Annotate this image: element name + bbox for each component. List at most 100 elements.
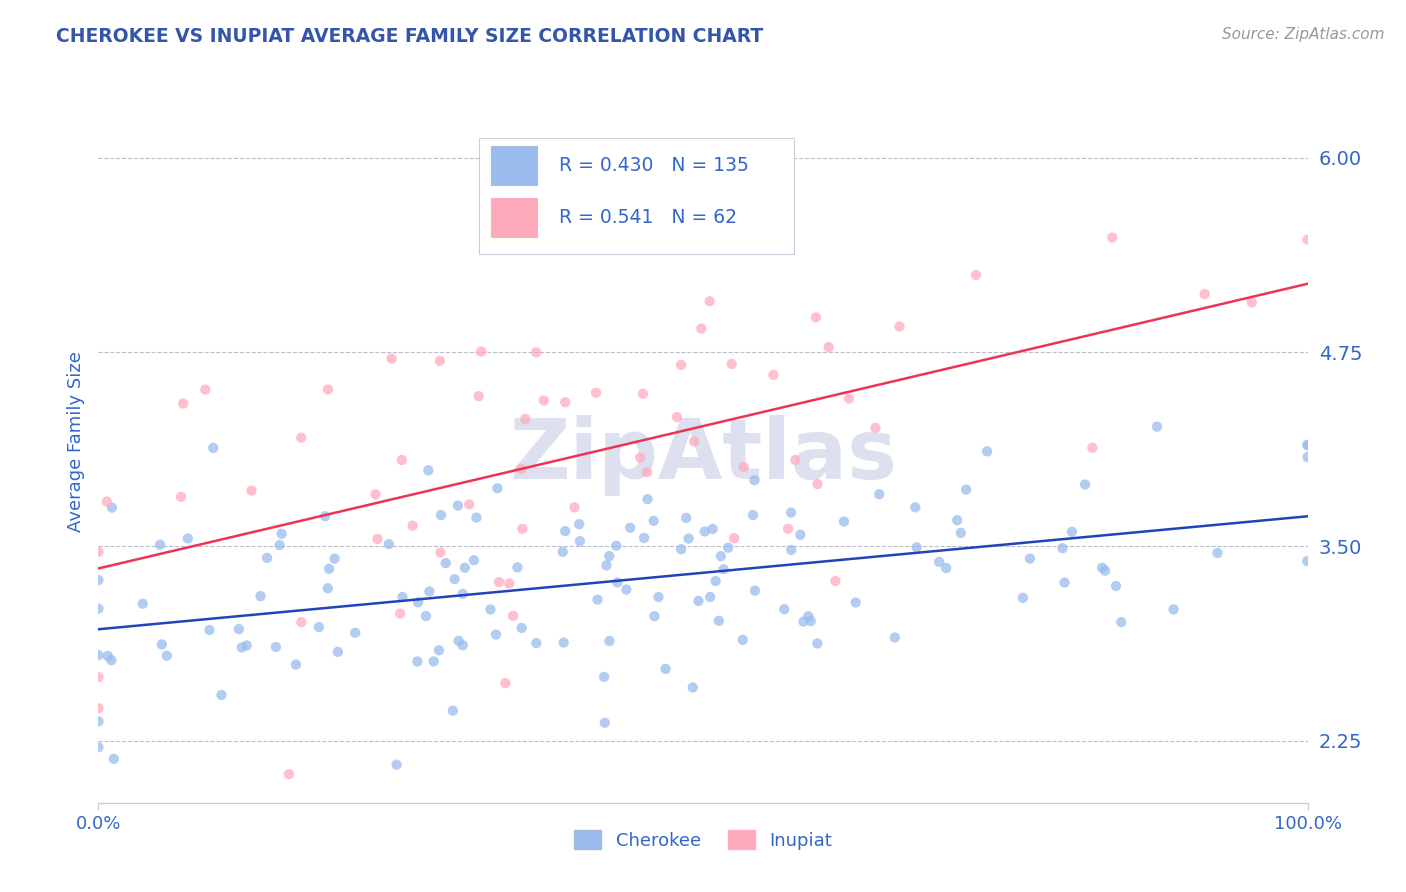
Point [467, 389, 489, 403]
Point [427, 643, 450, 657]
Point [1296, 450, 1319, 464]
Point [87, 545, 110, 559]
Point [1101, 230, 1123, 244]
Text: R = 0.541   N = 62: R = 0.541 N = 62 [560, 208, 737, 227]
Point [494, 676, 516, 690]
Point [717, 541, 740, 555]
Point [510, 621, 533, 635]
Point [443, 572, 465, 586]
Point [720, 357, 742, 371]
Point [1296, 438, 1319, 452]
Point [845, 596, 868, 610]
Point [699, 294, 721, 309]
Point [87, 648, 110, 662]
Point [564, 500, 586, 515]
Point [465, 510, 488, 524]
Point [682, 681, 704, 695]
Point [946, 513, 969, 527]
Point [470, 344, 492, 359]
Point [451, 587, 474, 601]
Point [731, 632, 754, 647]
Point [454, 560, 477, 574]
Point [211, 688, 233, 702]
Point [889, 319, 911, 334]
Point [643, 609, 665, 624]
Point [314, 509, 336, 524]
Point [773, 602, 796, 616]
Point [598, 549, 620, 563]
Point [434, 556, 457, 570]
Point [430, 508, 453, 522]
Point [905, 541, 928, 555]
Point [598, 634, 620, 648]
Point [486, 481, 509, 495]
Point [605, 539, 627, 553]
Point [744, 473, 766, 487]
Point [762, 368, 785, 382]
Point [194, 383, 217, 397]
Point [366, 532, 388, 546]
Point [554, 395, 576, 409]
Point [198, 623, 221, 637]
Point [132, 597, 155, 611]
Point [87, 601, 110, 615]
Point [868, 487, 890, 501]
Point [231, 640, 253, 655]
Point [723, 531, 745, 545]
Point [150, 637, 173, 651]
Point [87, 670, 110, 684]
Point [101, 500, 124, 515]
FancyBboxPatch shape [492, 145, 537, 186]
Point [789, 528, 811, 542]
Text: Source: ZipAtlas.com: Source: ZipAtlas.com [1222, 27, 1385, 42]
Point [389, 607, 412, 621]
Point [904, 500, 927, 515]
Point [865, 421, 887, 435]
Point [554, 524, 576, 538]
Point [498, 576, 520, 591]
Point [381, 351, 404, 366]
Point [688, 594, 710, 608]
Point [551, 545, 574, 559]
Point [593, 715, 616, 730]
Point [418, 584, 440, 599]
Point [778, 522, 800, 536]
Point [479, 602, 502, 616]
Point [1053, 575, 1076, 590]
Point [290, 431, 312, 445]
Y-axis label: Average Family Size: Average Family Size [66, 351, 84, 532]
Point [87, 701, 110, 715]
Point [441, 704, 464, 718]
Point [832, 515, 855, 529]
Point [1111, 615, 1133, 629]
Point [1296, 554, 1319, 568]
Point [713, 562, 735, 576]
Point [616, 582, 638, 597]
Point [585, 385, 607, 400]
Point [391, 453, 413, 467]
Point [87, 573, 110, 587]
Point [792, 615, 814, 629]
Point [647, 590, 669, 604]
Point [100, 653, 122, 667]
Text: CHEROKEE VS INUPIAT AVERAGE FAMILY SIZE CORRELATION CHART: CHEROKEE VS INUPIAT AVERAGE FAMILY SIZE … [56, 27, 763, 45]
Point [156, 648, 179, 663]
Point [103, 752, 125, 766]
Point [406, 655, 429, 669]
Point [1296, 438, 1319, 452]
Point [690, 321, 713, 335]
Point [96, 494, 118, 508]
Point [429, 545, 451, 559]
FancyBboxPatch shape [492, 198, 537, 237]
Point [593, 670, 616, 684]
Legend: Cherokee, Inupiat: Cherokee, Inupiat [565, 822, 841, 859]
Point [240, 483, 263, 498]
Point [458, 497, 481, 511]
Point [800, 614, 823, 628]
Point [149, 538, 172, 552]
Point [270, 526, 292, 541]
Point [806, 636, 828, 650]
Point [1105, 579, 1128, 593]
Point [693, 524, 716, 539]
Point [87, 714, 110, 729]
